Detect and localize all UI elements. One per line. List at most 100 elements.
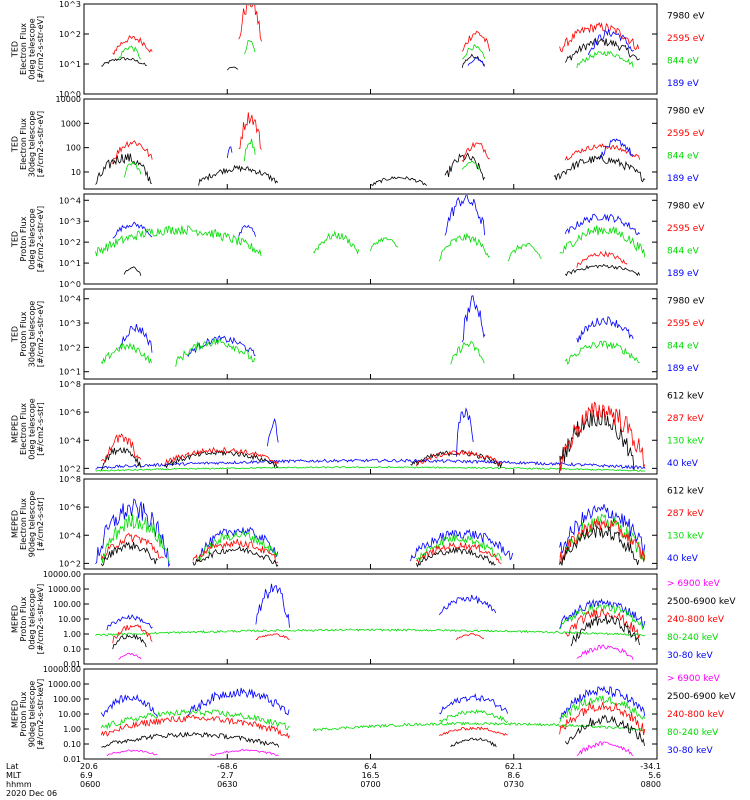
x-row-value: 0600 xyxy=(80,780,100,789)
x-row-value: 0730 xyxy=(504,780,524,789)
x-row-label: hhmm xyxy=(6,780,32,789)
y-axis-label-line: 0deg telescope xyxy=(27,18,36,79)
y-tick-label: 100.00 xyxy=(53,600,81,609)
y-tick-label: 10^3 xyxy=(59,0,81,9)
y-tick-label: 10^1 xyxy=(59,60,81,69)
legend-entry: 30-80 keV xyxy=(667,651,713,661)
series-line xyxy=(100,407,635,473)
series-line xyxy=(100,518,646,565)
y-tick-label: 10^4 xyxy=(59,531,81,540)
series-line xyxy=(112,608,641,644)
series-line xyxy=(118,40,634,69)
legend-entry: 189 eV xyxy=(667,364,700,374)
series-line xyxy=(112,5,640,56)
y-axis-label-line: MEPED xyxy=(10,700,19,728)
legend-entry: 612 keV xyxy=(667,391,704,401)
legend-entry: > 6900 keV xyxy=(667,674,721,684)
series-line xyxy=(95,225,646,262)
y-axis-label-line: 90deg telescope xyxy=(27,681,36,748)
y-axis-label-line: [#/cm2-s-str-keV] xyxy=(36,584,45,655)
y-tick-label: 1.00 xyxy=(63,630,81,639)
y-axis-label-line: MEPED xyxy=(10,605,19,633)
x-row-value: 5.6 xyxy=(648,771,661,780)
y-tick-label: 0.10 xyxy=(63,645,81,654)
legend-entry: 40 keV xyxy=(667,459,699,469)
y-axis-label-line: Electron Flux xyxy=(19,118,28,170)
y-axis-label-line: Electron Flux xyxy=(19,403,28,455)
legend-entry: > 6900 keV xyxy=(667,579,721,589)
legend-entry: 189 eV xyxy=(667,174,700,184)
x-row-value: 62.1 xyxy=(505,762,523,771)
y-axis-label-line: [#/cm2-s-str-eV] xyxy=(36,111,45,177)
y-tick-label: 10^4 xyxy=(59,436,81,445)
series-line xyxy=(118,644,634,660)
legend-entry: 240-800 keV xyxy=(667,615,725,625)
y-tick-label: 10^0 xyxy=(59,280,81,289)
y-tick-label: 10000.00 xyxy=(43,570,81,579)
legend-entry: 2595 eV xyxy=(667,319,705,329)
legend-entry: 30-80 keV xyxy=(667,746,713,756)
y-axis-label-line: Proton Flux xyxy=(19,311,28,356)
y-tick-label: 10^2 xyxy=(59,343,81,352)
y-axis-label-line: 30deg telescope xyxy=(27,111,36,178)
y-tick-label: 10^6 xyxy=(59,503,81,512)
legend-entry: 40 keV xyxy=(667,554,699,564)
legend-entry: 2500-6900 keV xyxy=(667,597,736,607)
legend-entry: 130 keV xyxy=(667,531,704,541)
y-tick-label: 100.00 xyxy=(53,695,81,704)
series-line xyxy=(106,583,646,631)
x-row-label: Lat xyxy=(6,762,19,771)
y-axis-label-line: 0deg telescope xyxy=(27,208,36,269)
y-axis-label-line: 90deg telescope xyxy=(27,491,36,558)
panel-frame xyxy=(83,98,658,190)
y-axis-label-line: MEPED xyxy=(10,415,19,443)
panel-7: 0.01 0.10 1.00 10.00 100.00 1000.00 10000.00 ME… xyxy=(10,570,736,669)
legend-entry: 80-240 keV xyxy=(667,728,719,738)
y-tick-label: 10000 xyxy=(56,95,81,104)
y-tick-label: 10^8 xyxy=(59,475,81,484)
y-tick-label: 10^4 xyxy=(59,295,81,304)
panel-5: 10^2 10^4 10^6 10^8 MEPED Electron Flux 0deg t… xyxy=(10,380,704,475)
series-line xyxy=(95,466,646,472)
legend-entry: 80-240 keV xyxy=(667,633,719,643)
y-tick-label: 10.00 xyxy=(58,710,81,719)
y-axis-label-line: Proton Flux xyxy=(19,596,28,641)
y-tick-label: 10^0 xyxy=(59,90,81,99)
series-line xyxy=(123,263,641,277)
series-line xyxy=(118,295,634,357)
legend-entry: 7980 eV xyxy=(667,106,705,116)
y-tick-label: 1000.00 xyxy=(48,680,81,689)
y-axis-label-line: 30deg telescope xyxy=(27,301,36,368)
y-tick-label: 0.01 xyxy=(63,755,81,764)
y-tick-label: 100 xyxy=(66,144,81,153)
x-row-value: 0800 xyxy=(641,780,661,789)
panel-6: 10^2 10^4 10^6 10^8 MEPED Electron Flux 90deg … xyxy=(10,475,704,570)
y-tick-label: 10.00 xyxy=(58,615,81,624)
legend-entry: 130 keV xyxy=(667,436,704,446)
y-axis-label-line: 0deg telescope xyxy=(27,588,36,649)
legend-entry: 240-800 keV xyxy=(667,710,725,720)
y-tick-label: 1000.00 xyxy=(48,585,81,594)
series-line xyxy=(95,498,646,568)
x-row-value: -68.6 xyxy=(217,762,238,771)
y-tick-label: 10 xyxy=(71,168,81,177)
legend-entry: 2500-6900 keV xyxy=(667,692,736,702)
series-line xyxy=(100,702,646,739)
y-axis-label-line: [#/cm2-s-str-eV] xyxy=(36,301,45,367)
panel-3: 10^0 10^1 10^2 10^3 10^4 TED Proton Flux 0deg t… xyxy=(10,193,705,289)
series-line xyxy=(100,401,646,471)
series-line xyxy=(100,524,640,568)
series-line xyxy=(100,685,646,720)
legend-entry: 7980 eV xyxy=(667,11,705,21)
series-line xyxy=(112,614,640,650)
panel-1: 10^0 10^1 10^2 10^3 TED Electron Flux 0deg tel… xyxy=(10,0,705,99)
x-row-value: 0700 xyxy=(360,780,380,789)
y-tick-label: 10^1 xyxy=(59,368,81,377)
legend-entry: 612 keV xyxy=(667,486,704,496)
y-tick-label: 10^3 xyxy=(59,319,81,328)
y-tick-label: 1000 xyxy=(61,119,81,128)
legend-entry: 2595 eV xyxy=(667,129,705,139)
y-tick-label: 10^6 xyxy=(59,408,81,417)
panel-frame xyxy=(83,3,658,95)
